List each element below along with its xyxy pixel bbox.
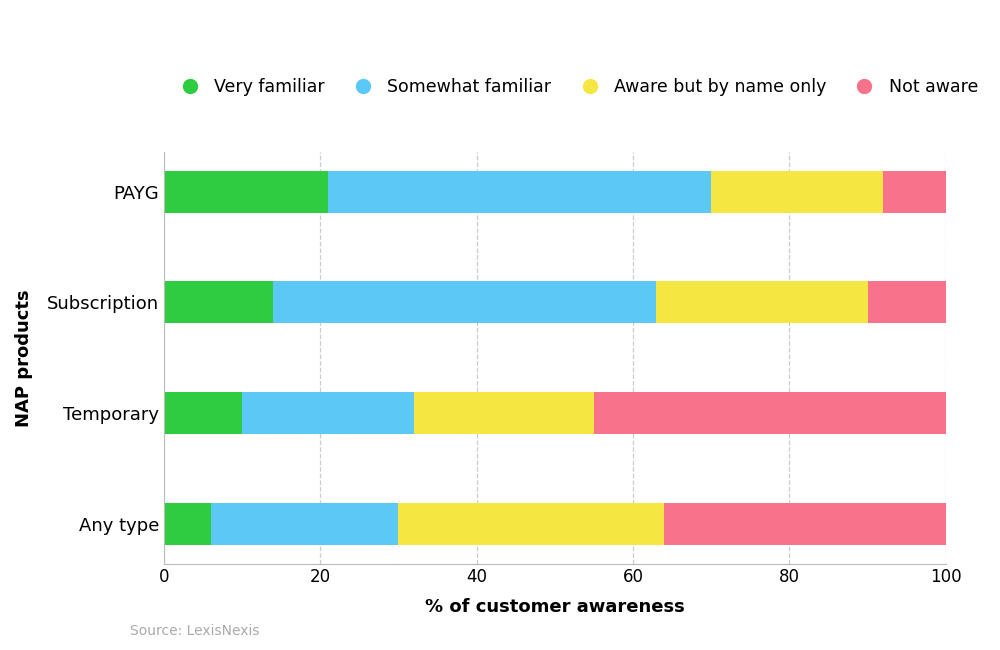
Bar bbox=[414, 392, 594, 434]
Bar bbox=[328, 171, 711, 213]
Bar bbox=[164, 171, 328, 213]
Bar bbox=[883, 171, 946, 213]
X-axis label: % of customer awareness: % of customer awareness bbox=[425, 597, 685, 616]
Bar bbox=[868, 281, 946, 324]
Bar bbox=[164, 281, 273, 324]
Legend: Very familiar, Somewhat familiar, Aware but by name only, Not aware: Very familiar, Somewhat familiar, Aware … bbox=[173, 78, 978, 96]
Y-axis label: NAP products: NAP products bbox=[15, 289, 33, 426]
Bar bbox=[664, 502, 946, 545]
Bar bbox=[164, 392, 242, 434]
Bar bbox=[711, 171, 883, 213]
Bar bbox=[164, 502, 211, 545]
Bar bbox=[656, 281, 868, 324]
Bar bbox=[398, 502, 664, 545]
Bar bbox=[594, 392, 946, 434]
Bar bbox=[273, 281, 656, 324]
Text: Source: LexisNexis: Source: LexisNexis bbox=[130, 624, 260, 638]
Bar bbox=[242, 392, 414, 434]
Bar bbox=[211, 502, 398, 545]
